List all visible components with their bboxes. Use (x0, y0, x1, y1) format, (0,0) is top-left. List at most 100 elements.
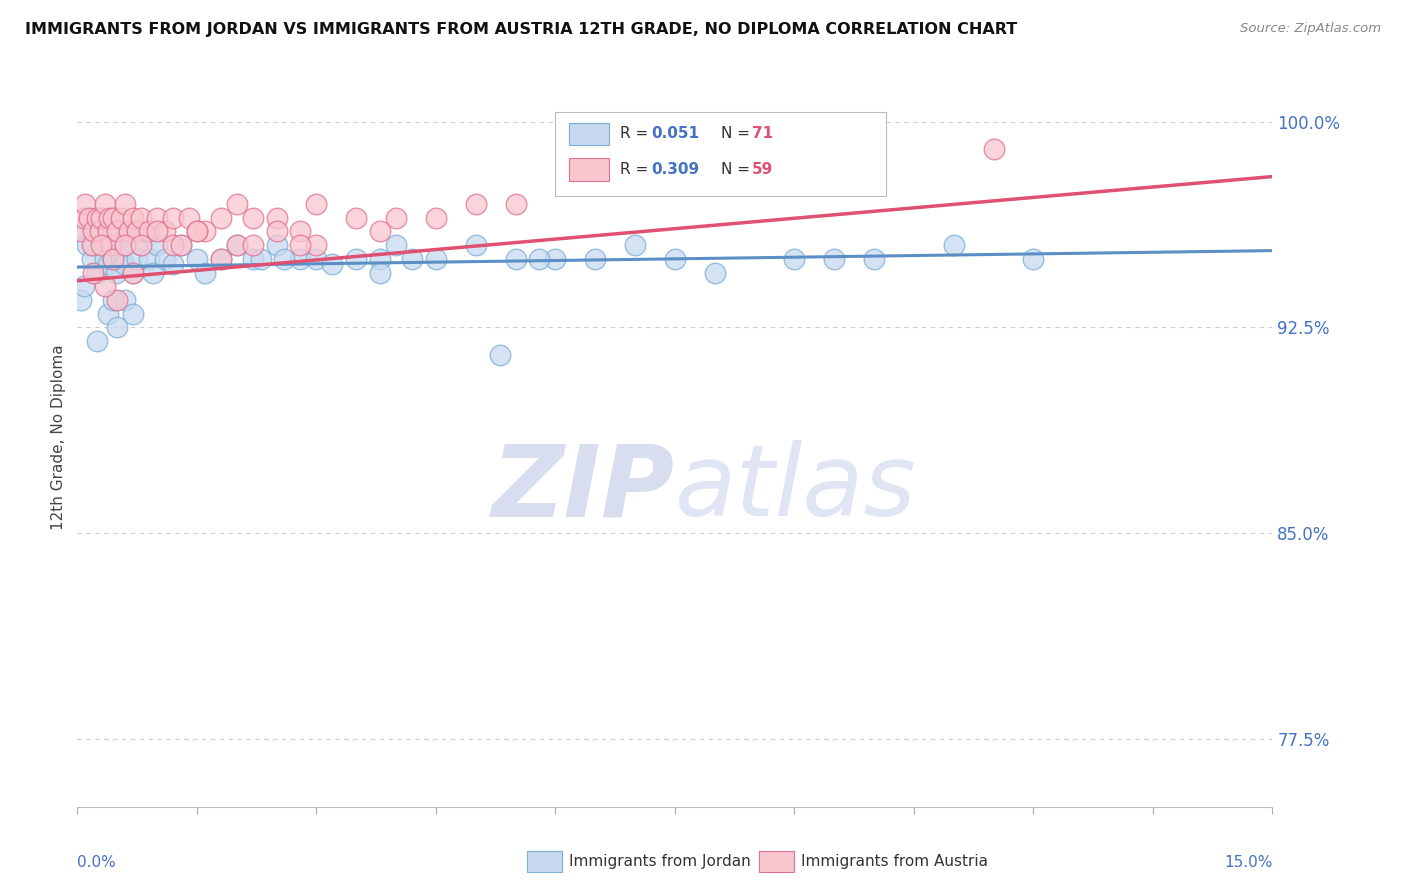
Point (703, 266, 725, 280)
Point (127, 252, 149, 266)
Point (122, 211, 145, 225)
Point (290, 238, 312, 252)
Point (209, 211, 232, 225)
Point (82, 238, 104, 252)
Point (103, 211, 124, 225)
Point (86, 266, 108, 280)
Text: 71: 71 (752, 127, 773, 141)
Point (186, 224, 208, 238)
Point (368, 266, 391, 280)
Point (75, 224, 97, 238)
Point (344, 211, 367, 225)
Text: N =: N = (721, 162, 755, 177)
Point (249, 252, 271, 266)
Point (97, 257, 120, 271)
Point (368, 224, 391, 238)
Point (83, 224, 105, 238)
Point (129, 238, 152, 252)
Point (122, 307, 145, 321)
Point (73, 279, 96, 293)
Point (86, 211, 108, 225)
Point (385, 211, 408, 225)
Text: N =: N = (721, 127, 755, 141)
Point (544, 252, 567, 266)
Text: 15.0%: 15.0% (1225, 855, 1272, 871)
Point (162, 238, 184, 252)
Point (134, 224, 156, 238)
Text: 0.0%: 0.0% (77, 855, 117, 871)
Point (186, 252, 208, 266)
Text: R =: R = (620, 162, 654, 177)
Point (942, 238, 965, 252)
Point (94, 279, 117, 293)
Point (98, 219, 121, 233)
Point (110, 252, 132, 266)
Point (110, 211, 132, 225)
Point (823, 252, 845, 266)
Point (103, 293, 124, 307)
Point (98, 211, 121, 225)
Point (90, 224, 112, 238)
Point (225, 238, 247, 252)
Point (112, 257, 135, 271)
Point (170, 238, 193, 252)
Point (105, 320, 128, 334)
Point (170, 238, 193, 252)
Point (209, 252, 232, 266)
Point (142, 266, 165, 280)
Point (75, 197, 97, 211)
Point (100, 238, 122, 252)
Point (209, 252, 232, 266)
Point (186, 224, 208, 238)
Point (783, 252, 806, 266)
Point (464, 238, 486, 252)
Point (97, 224, 120, 238)
Point (146, 224, 169, 238)
Point (1022, 252, 1045, 266)
Point (90, 211, 112, 225)
Point (505, 197, 527, 211)
Point (488, 348, 510, 362)
Point (114, 238, 136, 252)
Point (97, 307, 120, 321)
Text: Immigrants from Austria: Immigrants from Austria (801, 855, 988, 869)
Point (146, 211, 169, 225)
Point (385, 238, 408, 252)
Point (107, 238, 129, 252)
Point (100, 238, 122, 252)
Point (105, 224, 128, 238)
Point (86, 334, 108, 348)
Text: IMMIGRANTS FROM JORDAN VS IMMIGRANTS FROM AUSTRIA 12TH GRADE, NO DIPLOMA CORRELA: IMMIGRANTS FROM JORDAN VS IMMIGRANTS FRO… (25, 22, 1018, 37)
Point (290, 224, 312, 238)
Point (70, 293, 93, 307)
Point (90, 238, 112, 252)
Point (80, 252, 103, 266)
Point (863, 252, 886, 266)
Point (225, 238, 247, 252)
Point (94, 252, 117, 266)
Point (266, 238, 288, 252)
Point (425, 252, 447, 266)
Point (105, 293, 128, 307)
Point (114, 197, 136, 211)
Point (146, 238, 169, 252)
Text: ZIP: ZIP (492, 441, 675, 537)
Point (225, 197, 247, 211)
Point (73, 211, 96, 225)
Point (89, 224, 111, 238)
Point (505, 252, 527, 266)
Point (162, 211, 184, 225)
Text: 59: 59 (752, 162, 773, 177)
Point (464, 197, 486, 211)
Point (114, 293, 136, 307)
Point (153, 252, 176, 266)
Point (104, 266, 127, 280)
Point (664, 252, 686, 266)
Text: Immigrants from Jordan: Immigrants from Jordan (569, 855, 751, 869)
Point (194, 266, 217, 280)
Point (290, 252, 312, 266)
Point (127, 224, 149, 238)
Point (242, 211, 264, 225)
Point (82, 224, 104, 238)
Point (305, 238, 328, 252)
